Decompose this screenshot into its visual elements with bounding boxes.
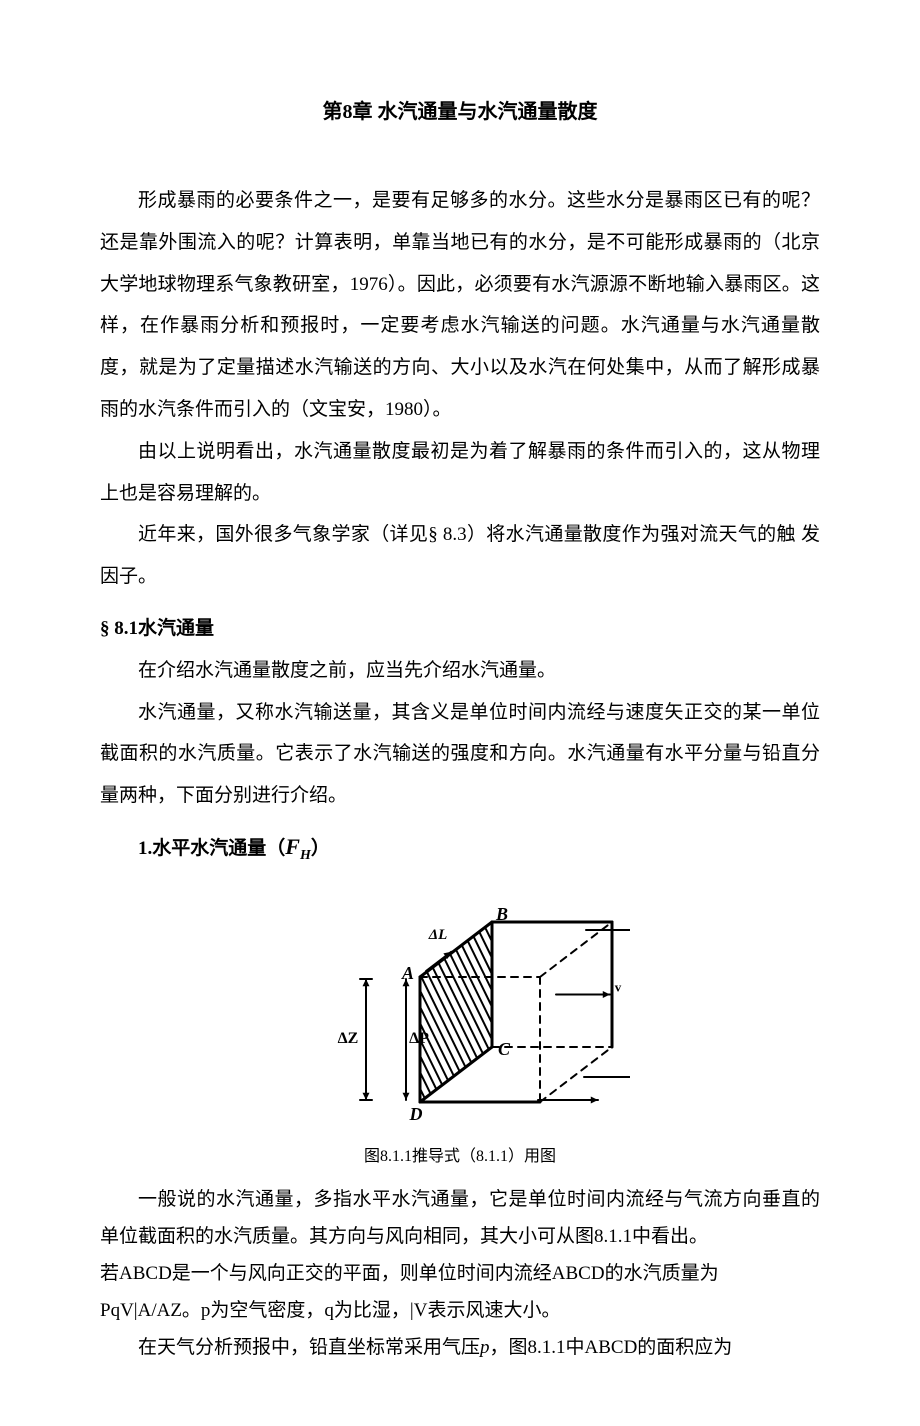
paragraph-3: 近年来，国外很多气象学家（详见§ 8.3）将水汽通量散度作为强对流天气的触 发因… — [100, 514, 820, 598]
chapter-title: 第8章 水汽通量与水汽通量散度 — [100, 90, 820, 134]
svg-text:ΔL: ΔL — [428, 926, 448, 942]
section-8-1-heading: § 8.1水汽通量 — [100, 608, 820, 650]
paragraph-2: 由以上说明看出，水汽通量散度最初是为着了解暴雨的条件而引入的，这从物理上也是容易… — [100, 431, 820, 515]
p8-suffix: ，图8.1.1中ABCD的面积应为 — [490, 1337, 733, 1358]
sub1-variable-F: F — [285, 834, 300, 859]
paragraph-6: 一般说的水汽通量，多指水平水汽通量，它是单位时间内流经与气流方向垂直的单位截面积… — [100, 1181, 820, 1255]
figure-caption: 图8.1.1推导式（8.1.1）用图 — [100, 1139, 820, 1174]
subsection-1-heading: 1.水平水汽通量（FH） — [100, 823, 820, 872]
sub1-prefix: 1.水平水汽通量（ — [138, 838, 285, 859]
svg-text:D: D — [409, 1104, 423, 1122]
svg-text:C: C — [498, 1039, 511, 1059]
figure-svg: vvvΔLΔPΔZABCD — [290, 882, 630, 1122]
paragraph-8: 在天气分析预报中，铅直坐标常采用气压p，图8.1.1中ABCD的面积应为 — [100, 1329, 820, 1366]
svg-text:A: A — [401, 963, 414, 983]
paragraph-7: 若ABCD是一个与风向正交的平面，则单位时间内流经ABCD的水汽质量为 — [100, 1255, 820, 1292]
formula-text: PqV|A/AZ。p为空气密度，q为比湿，|V表示风速大小。 — [100, 1300, 560, 1321]
paragraph-1: 形成暴雨的必要条件之一，是要有足够多的水分。这些水分是暴雨区已有的呢？还是靠外围… — [100, 180, 820, 431]
sub1-subscript-H: H — [300, 848, 311, 863]
paragraph-4: 在介绍水汽通量散度之前，应当先介绍水汽通量。 — [100, 650, 820, 692]
svg-text:ΔP: ΔP — [409, 1030, 429, 1047]
formula-line: PqV|A/AZ。p为空气密度，q为比湿，|V表示风速大小。 — [100, 1292, 820, 1329]
svg-text:B: B — [495, 904, 508, 924]
figure-8-1-1: vvvΔLΔPΔZABCD 图8.1.1推导式（8.1.1）用图 — [100, 882, 820, 1175]
sub1-suffix: ） — [311, 838, 330, 859]
paragraph-5: 水汽通量，又称水汽输送量，其含义是单位时间内流经与速度矢正交的某一单位截面积的水… — [100, 692, 820, 817]
svg-text:v: v — [615, 979, 622, 994]
p8-prefix: 在天气分析预报中，铅直坐标常采用气压 — [138, 1337, 480, 1358]
svg-text:ΔZ: ΔZ — [338, 1030, 359, 1047]
p8-variable-p: p — [480, 1337, 490, 1358]
